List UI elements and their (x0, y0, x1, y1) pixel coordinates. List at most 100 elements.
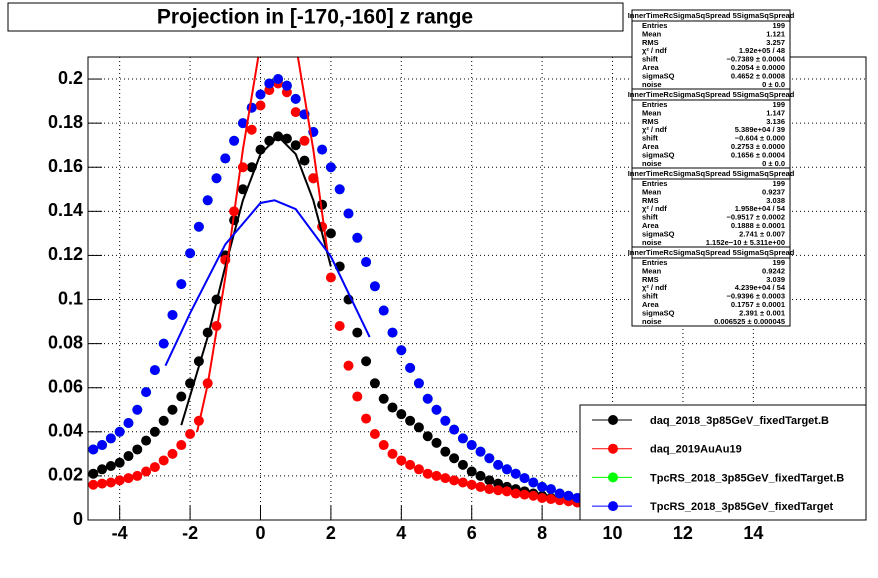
y-tick-label: 0.04 (48, 421, 83, 441)
data-point (290, 140, 301, 151)
data-point (97, 478, 108, 489)
stats-box (631, 88, 791, 169)
data-point (510, 468, 521, 479)
data-point (220, 153, 231, 164)
stats-title: InnerTimeRcSigmaSqSpread 5SigmaSqSpread (628, 169, 795, 178)
data-point (167, 448, 178, 459)
data-point (449, 424, 460, 435)
data-point (334, 320, 345, 331)
data-point (563, 490, 574, 501)
data-point (105, 433, 116, 444)
data-point (149, 365, 160, 376)
y-tick-label: 0.12 (48, 244, 83, 264)
stats-value: 0.1757 ± 0.0001 (731, 300, 785, 309)
data-point (361, 356, 372, 367)
data-point (352, 391, 363, 402)
data-point (457, 433, 468, 444)
x-tick-label: 0 (255, 523, 265, 543)
legend-marker (608, 501, 618, 512)
legend-label: TpcRS_2018_3p85GeV_fixedTarget (650, 501, 834, 513)
data-point (88, 479, 99, 490)
stats-value: 0.1656 ± 0.0004 (731, 150, 786, 159)
data-point (97, 440, 108, 451)
data-point (281, 80, 292, 91)
data-point (396, 345, 407, 356)
legend-box (579, 404, 867, 521)
fit-curve (196, 57, 329, 433)
y-tick-label: 0.06 (48, 376, 83, 396)
stats-value: 1.147 (766, 108, 785, 117)
stats-value: −0.9396 ± 0.0003 (726, 292, 785, 301)
stats-label: Area (642, 142, 660, 151)
data-point (387, 402, 398, 413)
data-point (88, 468, 99, 479)
stats-value: 199 (772, 100, 785, 109)
ticks: 0 0.02 0.04 0.06 0.08 0.1 0.12 0.14 0.16 0.18 0.2 -… (48, 68, 763, 543)
stats-label: RMS (642, 275, 659, 284)
stats-label: χ² / ndf (642, 125, 667, 134)
data-point (554, 488, 565, 499)
data-point (299, 155, 310, 166)
stats-title: InnerTimeRcSigmaSqSpread 5SigmaSqSpread (628, 11, 795, 20)
data-point (545, 484, 556, 495)
stats-value: 3.136 (766, 117, 785, 126)
data-point (422, 393, 433, 404)
stats-box (631, 246, 791, 327)
stats-value: 1.152e−10 ± 5.311e+00 (706, 238, 785, 247)
data-point (501, 464, 512, 475)
data-point (334, 184, 345, 195)
data-point (88, 444, 99, 455)
data-point (255, 100, 266, 111)
legend: daq_2018_3p85GeV_fixedTarget.B daq_2019Au… (579, 404, 867, 521)
legend-marker (608, 443, 618, 454)
data-point (431, 404, 442, 415)
x-tick-label: 14 (743, 523, 763, 543)
data-point (290, 107, 301, 118)
stats-value: 3.038 (766, 196, 785, 205)
data-point (158, 338, 169, 349)
data-point (105, 477, 116, 488)
x-tick-label: 6 (467, 523, 477, 543)
stats-label: Entries (642, 179, 667, 188)
chart-title: Projection in [-170,-160] z range (157, 6, 473, 29)
y-tick-label: 0.1 (58, 288, 83, 308)
data-point (299, 135, 310, 146)
data-point (325, 272, 336, 283)
data-point (308, 173, 319, 184)
stats-value: 0.9242 (762, 266, 785, 275)
data-point (466, 466, 477, 477)
data-point (431, 470, 442, 481)
data-point (405, 459, 416, 470)
stats-value: 199 (772, 258, 785, 267)
stats-box (631, 167, 791, 248)
legend-label: daq_2019AuAu19 (650, 444, 742, 456)
data-point (167, 309, 178, 320)
data-point (449, 475, 460, 486)
x-tick-label: 8 (537, 523, 547, 543)
data-point (273, 74, 284, 85)
stats-value: 0.9237 (762, 187, 785, 196)
stats-value: 1.92e+05 / 48 (739, 46, 785, 55)
stats: InnerTimeRcSigmaSqSpread 5SigmaSqSpreadE… (628, 9, 795, 327)
stats-label: RMS (642, 117, 659, 126)
data-point (378, 393, 389, 404)
frame (87, 56, 867, 521)
stats-value: −0.604 ± 0.000 (735, 134, 785, 143)
data-point (387, 327, 398, 338)
data-point (475, 481, 486, 492)
stats-label: shift (642, 292, 658, 301)
data-point (493, 485, 504, 496)
data-point (246, 124, 257, 135)
data-point (123, 473, 134, 484)
data-point (149, 462, 160, 473)
data-point (264, 78, 275, 89)
data-point (167, 404, 178, 415)
data-point (528, 477, 539, 488)
data-point (141, 387, 152, 398)
data-point (281, 133, 292, 144)
data-point (185, 248, 196, 259)
stats-label: RMS (642, 196, 659, 205)
data-point (185, 429, 196, 440)
data-point (537, 481, 548, 492)
y-tick-label: 0.18 (48, 112, 83, 132)
